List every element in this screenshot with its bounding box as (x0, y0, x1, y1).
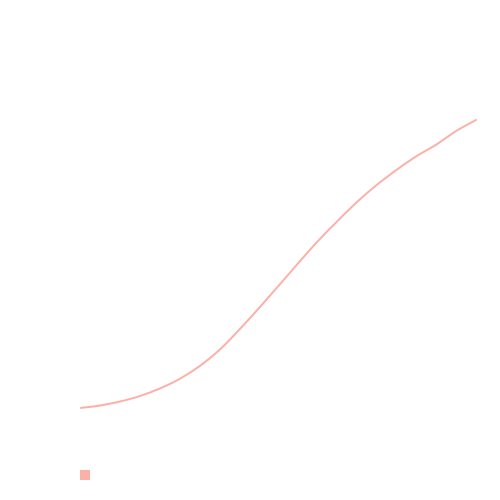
legend-swatch-0 (80, 470, 90, 480)
plot-area (80, 119, 477, 409)
legend (80, 470, 90, 480)
series-line-0 (80, 119, 477, 409)
